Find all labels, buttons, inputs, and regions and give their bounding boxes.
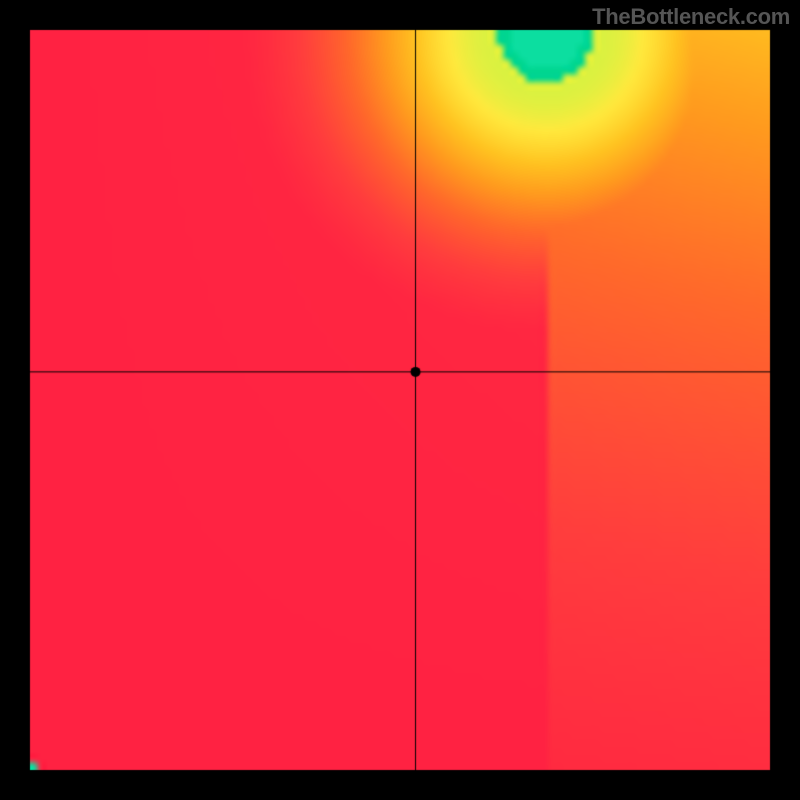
chart-container: TheBottleneck.com <box>0 0 800 800</box>
watermark-text: TheBottleneck.com <box>592 4 790 30</box>
heatmap-canvas <box>0 0 800 800</box>
